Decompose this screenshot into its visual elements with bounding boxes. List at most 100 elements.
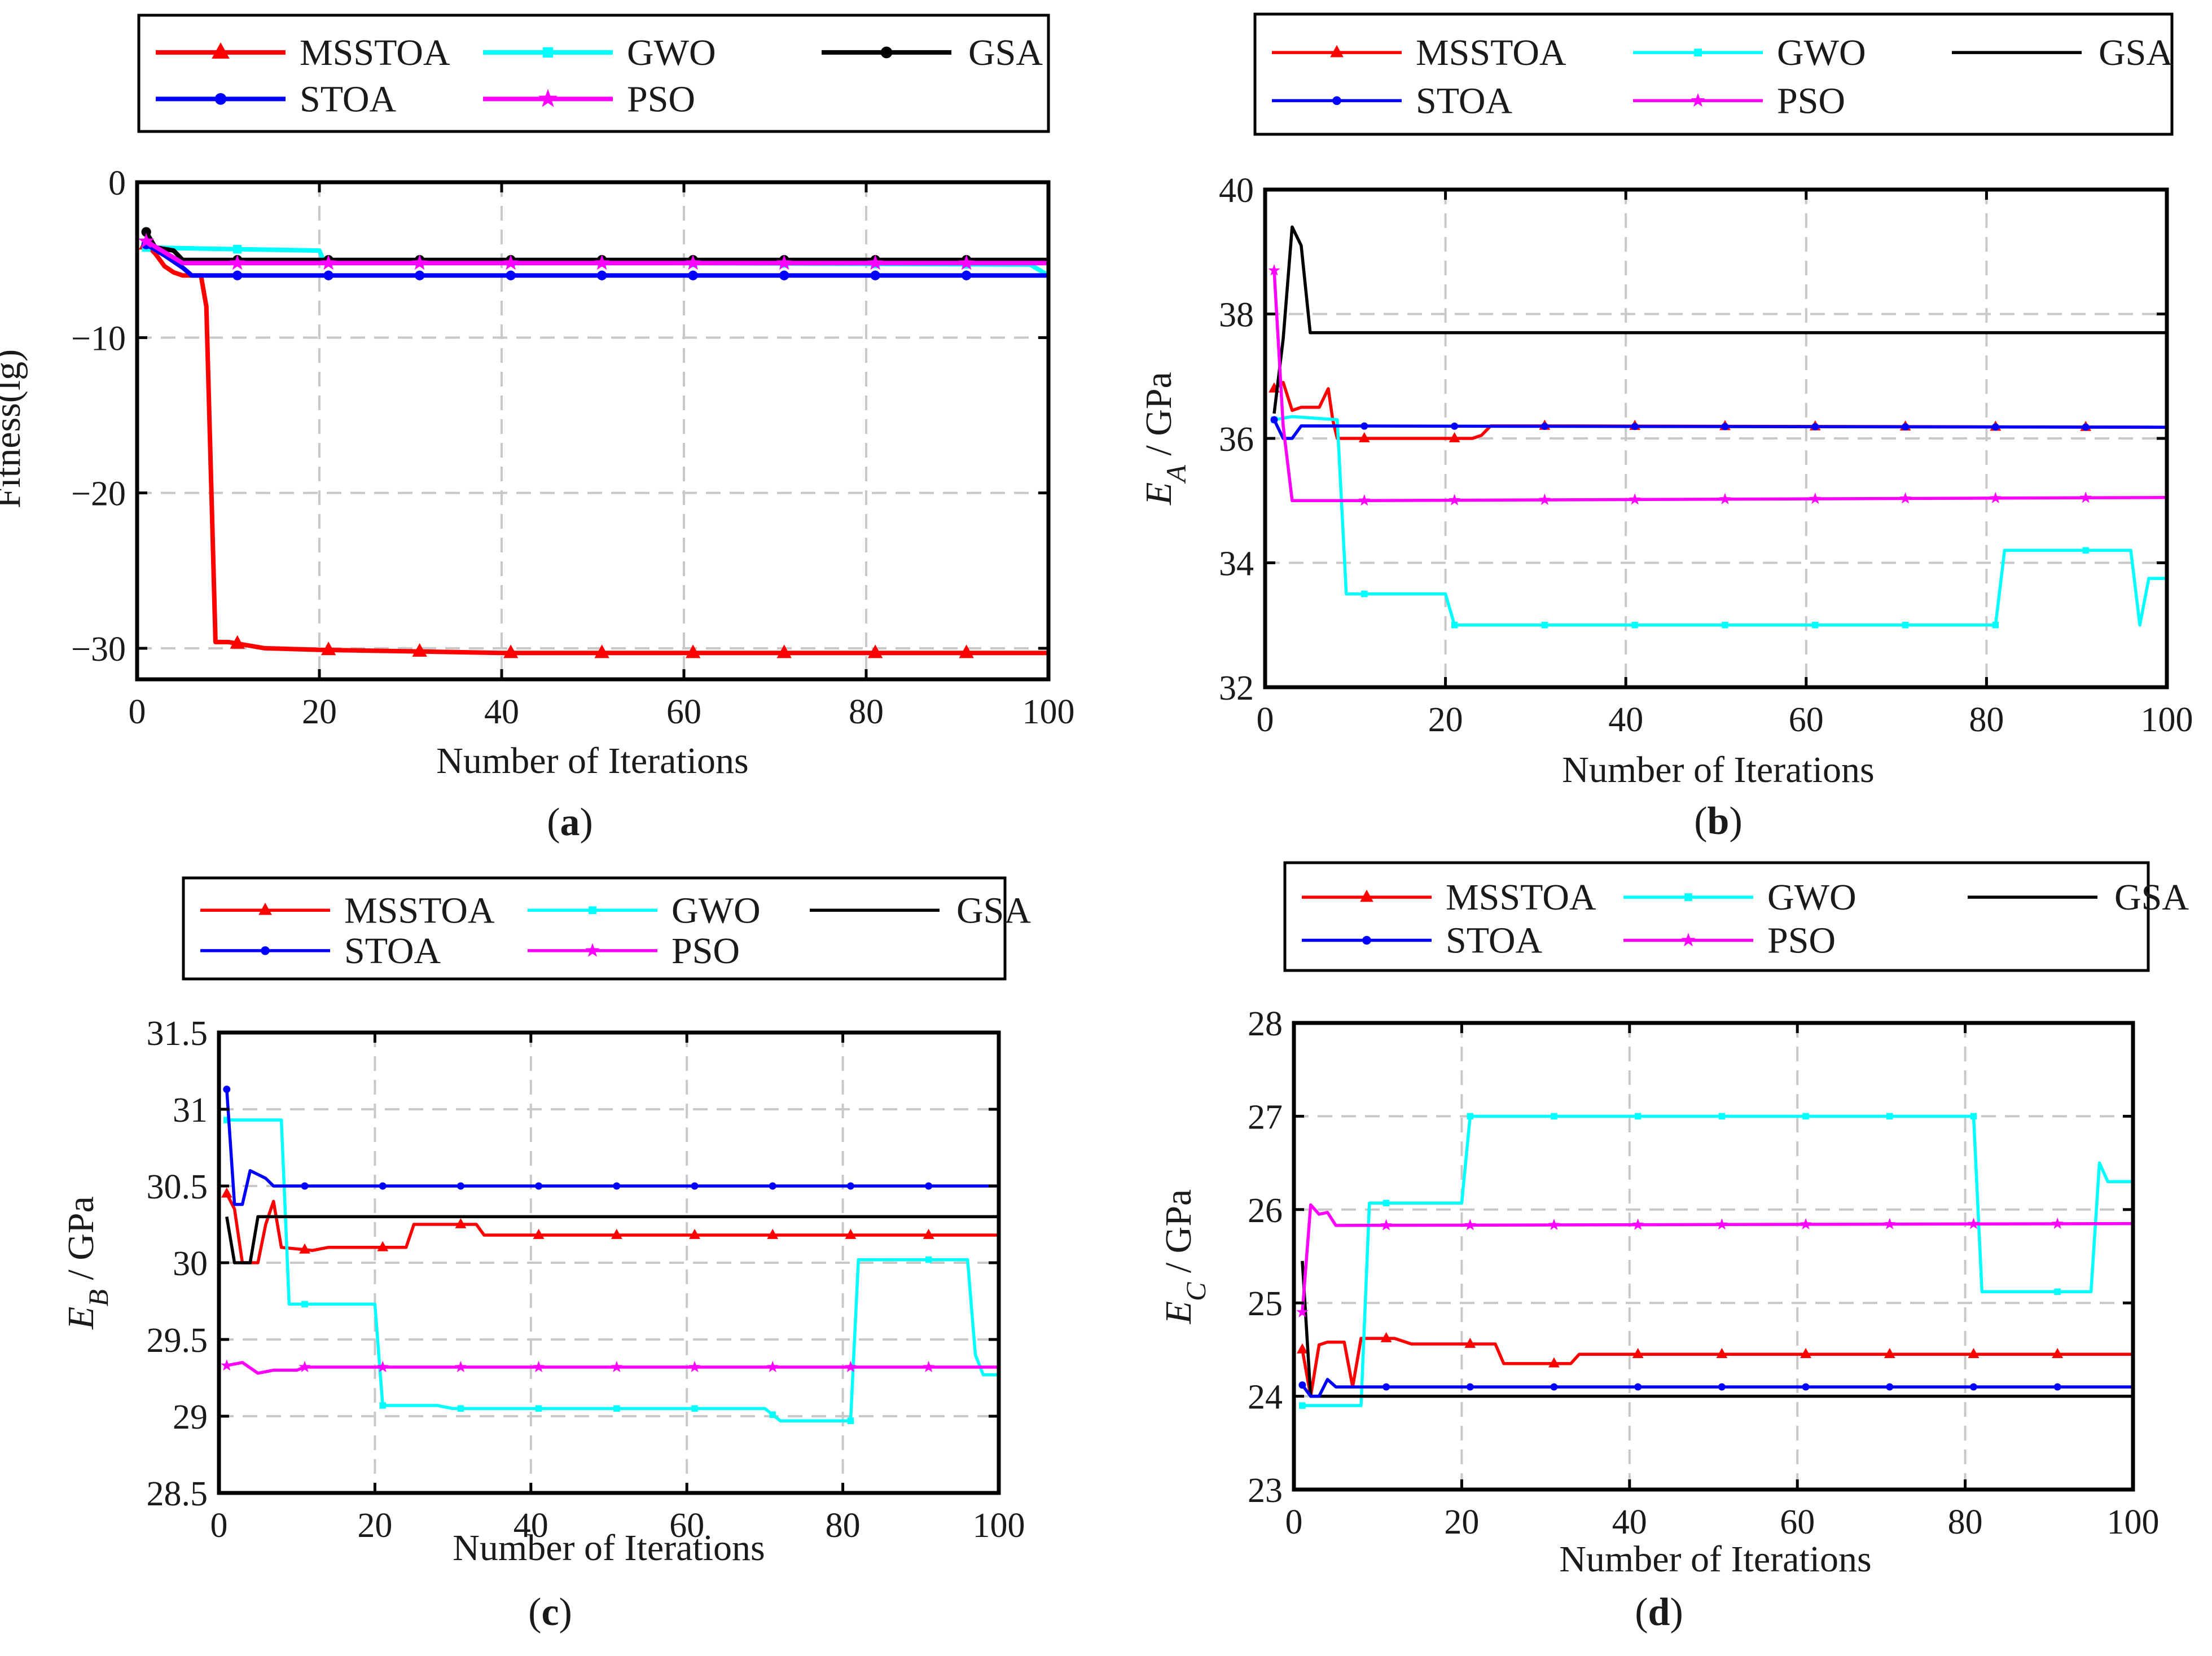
series-marker-gwo [2054,1288,2061,1295]
series-marker-stoa [323,270,333,280]
y-tick-label: 36 [1219,420,1254,459]
series-marker-msstoa [867,644,883,658]
caption-paren: ) [580,801,593,844]
x-tick-label: 100 [2141,701,2193,739]
legend-label-gwo: GWO [627,32,716,73]
series-marker-stoa [1631,423,1639,431]
x-tick-label: 40 [514,1506,548,1545]
series-marker-msstoa [776,644,792,658]
legend-label-stoa: STOA [1416,80,1512,121]
legend-marker-stoa [1362,935,1371,945]
x-tick-label: 60 [1789,701,1824,739]
legend-label-pso: PSO [1767,920,1836,961]
x-tick-label: 60 [666,693,701,731]
x-tick-label: 20 [1428,701,1463,739]
series-line-pso [1301,1203,2133,1312]
series-marker-gwo [2082,547,2089,554]
series-marker-msstoa [1884,1348,1895,1359]
series-marker-pso [1632,1218,1644,1230]
series-marker-pso [454,1360,467,1372]
legend-marker-stoa [214,93,227,105]
series-marker-stoa [457,1182,464,1190]
legend-box [137,14,1050,133]
series-marker-gwo [1541,621,1548,629]
series-marker-msstoa [923,1228,934,1239]
series-marker-msstoa [455,1218,467,1228]
series-line-gsa [144,231,1048,262]
series-marker-pso [844,1360,857,1372]
series-marker-msstoa [1968,1348,1980,1359]
legend-label-pso: PSO [672,930,740,972]
legend-marker-gsa [880,46,893,59]
y-tick-label: 28.5 [147,1475,208,1513]
legend-marker-gwo [542,47,554,58]
x-axis-label: Number of Iterations [453,1527,765,1569]
series-marker-msstoa [221,1187,232,1198]
legend-label-gwo: GWO [1777,32,1866,73]
series-line-stoa [145,242,1048,278]
panel-caption: (d) [1635,1591,1683,1634]
series-marker-gwo [847,1417,854,1424]
series-marker-pso [958,254,975,270]
series-line-msstoa [144,243,1048,656]
x-tick-label: 80 [849,693,884,731]
series-marker-pso [221,1359,233,1371]
series-marker-stoa [1540,423,1548,431]
x-tick-label: 40 [1612,1503,1647,1541]
series-marker-gwo [1722,621,1728,629]
series-marker-gwo [1299,1402,1306,1409]
legend-marker-gwo [1694,49,1702,57]
series-marker-msstoa [377,1241,389,1251]
series-marker-pso [321,254,337,270]
series-marker-pso [1989,491,2002,503]
series-marker-gwo [223,1117,230,1123]
series-marker-msstoa [845,1228,857,1239]
y-tick-label: 31.5 [147,1014,208,1053]
series-marker-stoa [2053,1383,2061,1391]
legend-label-gwo: GWO [672,890,761,931]
series-marker-stoa [1550,1383,1558,1391]
x-tick-label: 80 [1969,701,2004,739]
caption-paren: ( [528,1591,541,1634]
series-line-gwo [1274,415,2167,627]
series-marker-msstoa [767,1228,779,1239]
series-marker-gwo [1631,621,1638,629]
series-marker-gwo [232,244,242,254]
panel-caption: (b) [1694,800,1743,843]
series-marker-stoa [223,1086,231,1093]
series-marker-stoa [1270,416,1278,424]
series-marker-msstoa [689,1228,700,1239]
y-tick-label: 24 [1248,1378,1283,1417]
series-marker-gwo [457,1405,464,1412]
series-marker-pso [138,232,155,248]
caption-letter: b [1708,800,1730,843]
x-tick-label: 80 [1948,1503,1983,1541]
legend-marker-stoa [261,946,270,955]
series-marker-msstoa [503,644,519,658]
series-marker-stoa [597,270,607,280]
series-marker-stoa [962,270,972,280]
series-marker-msstoa [1449,432,1460,442]
series-marker-stoa [379,1182,387,1190]
x-tick-label: 0 [1257,701,1274,739]
series-marker-gwo [1802,1113,1809,1120]
y-axis-label: Fitness(lg) [0,349,28,508]
series-marker-gwo [1361,590,1368,598]
series-marker-msstoa [959,644,974,658]
series-marker-stoa [688,270,698,280]
y-axis-label-unit: / GPa [1138,372,1179,465]
x-tick-label: 80 [826,1506,861,1545]
series-marker-gwo [1970,1113,1977,1120]
series-marker-stoa [301,1182,309,1190]
series-marker-stoa [232,270,243,280]
series-marker-stoa [1991,423,1999,431]
caption-letter: c [541,1591,559,1634]
series-marker-msstoa [1632,1348,1644,1359]
x-tick-label: 40 [484,693,519,731]
series-marker-pso [1719,493,1731,504]
y-tick-label: 38 [1219,296,1254,335]
series-line-gwo [1302,1114,2133,1407]
caption-paren: ( [1635,1591,1648,1634]
legend-label-gsa: GSA [2099,32,2173,73]
series-marker-pso [685,254,701,270]
